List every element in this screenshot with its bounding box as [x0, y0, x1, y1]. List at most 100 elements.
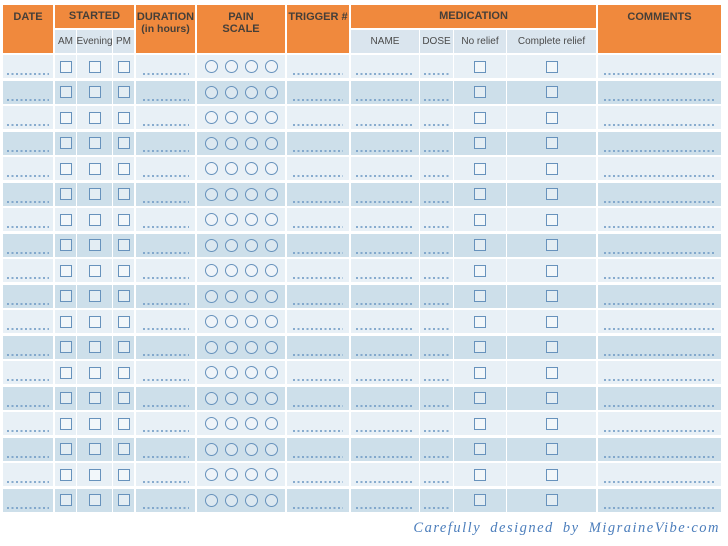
- date-write-in-line[interactable]: [7, 506, 49, 509]
- medication-name-write-in-line[interactable]: [356, 328, 414, 330]
- no-relief-checkbox[interactable]: [474, 366, 486, 379]
- no-relief-checkbox[interactable]: [474, 137, 486, 149]
- pain-scale-circle-2[interactable]: [224, 187, 238, 201]
- no-relief-checkbox[interactable]: [474, 417, 486, 430]
- complete-relief-checkbox[interactable]: [545, 162, 558, 175]
- trigger-write-in-line[interactable]: [293, 328, 343, 330]
- pain-scale-circle-3[interactable]: [244, 417, 258, 430]
- dose-write-in-line[interactable]: [423, 175, 450, 177]
- evening-checkbox[interactable]: [88, 366, 101, 379]
- pain-scale-circle-2[interactable]: [224, 60, 238, 73]
- pm-checkbox[interactable]: [117, 86, 130, 98]
- pain-scale-circle-3[interactable]: [244, 468, 258, 481]
- medication-name-write-in-line[interactable]: [356, 251, 414, 254]
- pain-scale-circle-3[interactable]: [244, 264, 258, 277]
- complete-relief-checkbox[interactable]: [545, 111, 558, 124]
- pain-scale-circle-4[interactable]: [264, 391, 278, 405]
- pain-scale-circle-2[interactable]: [224, 85, 238, 99]
- date-write-in-line[interactable]: [7, 124, 49, 126]
- trigger-write-in-line[interactable]: [293, 98, 343, 101]
- date-write-in-line[interactable]: [7, 353, 49, 356]
- pm-checkbox[interactable]: [117, 60, 130, 73]
- complete-relief-checkbox[interactable]: [545, 290, 558, 302]
- pain-scale-circle-2[interactable]: [224, 162, 238, 175]
- dose-write-in-line[interactable]: [423, 149, 450, 152]
- trigger-write-in-line[interactable]: [293, 200, 343, 203]
- evening-checkbox[interactable]: [88, 86, 101, 98]
- date-write-in-line[interactable]: [7, 98, 49, 101]
- pm-checkbox[interactable]: [117, 239, 130, 251]
- medication-name-write-in-line[interactable]: [356, 302, 414, 305]
- pain-scale-circle-4[interactable]: [264, 468, 278, 481]
- dose-write-in-line[interactable]: [423, 404, 450, 407]
- evening-checkbox[interactable]: [88, 60, 101, 73]
- dose-write-in-line[interactable]: [423, 455, 450, 458]
- pm-checkbox[interactable]: [117, 188, 130, 200]
- no-relief-checkbox[interactable]: [474, 315, 486, 328]
- date-write-in-line[interactable]: [7, 277, 49, 279]
- pain-scale-circle-3[interactable]: [244, 366, 258, 379]
- comments-write-in-line[interactable]: [603, 277, 716, 279]
- medication-name-write-in-line[interactable]: [356, 73, 414, 75]
- pain-scale-circle-4[interactable]: [264, 417, 278, 430]
- pain-scale-circle-1[interactable]: [204, 340, 218, 354]
- pain-scale-circle-2[interactable]: [224, 366, 238, 379]
- evening-checkbox[interactable]: [88, 417, 101, 430]
- dose-write-in-line[interactable]: [423, 98, 450, 101]
- evening-checkbox[interactable]: [88, 341, 101, 353]
- pain-scale-circle-4[interactable]: [264, 442, 278, 456]
- trigger-write-in-line[interactable]: [293, 277, 343, 279]
- pm-checkbox[interactable]: [117, 417, 130, 430]
- complete-relief-checkbox[interactable]: [545, 315, 558, 328]
- duration-write-in-line[interactable]: [142, 124, 189, 126]
- pain-scale-circle-1[interactable]: [204, 213, 218, 226]
- pm-checkbox[interactable]: [117, 366, 130, 379]
- complete-relief-checkbox[interactable]: [545, 417, 558, 430]
- pain-scale-circle-2[interactable]: [224, 213, 238, 226]
- pain-scale-circle-1[interactable]: [204, 162, 218, 175]
- no-relief-checkbox[interactable]: [474, 239, 486, 251]
- pain-scale-circle-4[interactable]: [264, 85, 278, 99]
- trigger-write-in-line[interactable]: [293, 175, 343, 177]
- no-relief-checkbox[interactable]: [474, 213, 486, 226]
- am-checkbox[interactable]: [59, 86, 72, 98]
- medication-name-write-in-line[interactable]: [356, 455, 414, 458]
- no-relief-checkbox[interactable]: [474, 290, 486, 302]
- comments-write-in-line[interactable]: [603, 404, 716, 407]
- duration-write-in-line[interactable]: [142, 200, 189, 203]
- duration-write-in-line[interactable]: [142, 226, 189, 228]
- comments-write-in-line[interactable]: [603, 430, 716, 432]
- pain-scale-circle-1[interactable]: [204, 111, 218, 124]
- date-write-in-line[interactable]: [7, 251, 49, 254]
- comments-write-in-line[interactable]: [603, 379, 716, 381]
- dose-write-in-line[interactable]: [423, 379, 450, 381]
- evening-checkbox[interactable]: [88, 162, 101, 175]
- pain-scale-circle-1[interactable]: [204, 187, 218, 201]
- medication-name-write-in-line[interactable]: [356, 149, 414, 152]
- pain-scale-circle-4[interactable]: [264, 340, 278, 354]
- no-relief-checkbox[interactable]: [474, 60, 486, 73]
- no-relief-checkbox[interactable]: [474, 443, 486, 455]
- am-checkbox[interactable]: [59, 494, 72, 506]
- pain-scale-circle-2[interactable]: [224, 264, 238, 277]
- comments-write-in-line[interactable]: [603, 200, 716, 203]
- no-relief-checkbox[interactable]: [474, 494, 486, 506]
- evening-checkbox[interactable]: [88, 264, 101, 277]
- pain-scale-circle-4[interactable]: [264, 136, 278, 150]
- pm-checkbox[interactable]: [117, 392, 130, 404]
- duration-write-in-line[interactable]: [142, 430, 189, 432]
- pm-checkbox[interactable]: [117, 162, 130, 175]
- pain-scale-circle-2[interactable]: [224, 289, 238, 303]
- duration-write-in-line[interactable]: [142, 506, 189, 509]
- dose-write-in-line[interactable]: [423, 481, 450, 483]
- pain-scale-circle-3[interactable]: [244, 136, 258, 150]
- trigger-write-in-line[interactable]: [293, 251, 343, 254]
- date-write-in-line[interactable]: [7, 149, 49, 152]
- pain-scale-circle-3[interactable]: [244, 187, 258, 201]
- date-write-in-line[interactable]: [7, 455, 49, 458]
- pm-checkbox[interactable]: [117, 443, 130, 455]
- pain-scale-circle-2[interactable]: [224, 111, 238, 124]
- pain-scale-circle-4[interactable]: [264, 289, 278, 303]
- complete-relief-checkbox[interactable]: [545, 443, 558, 455]
- pain-scale-circle-1[interactable]: [204, 315, 218, 328]
